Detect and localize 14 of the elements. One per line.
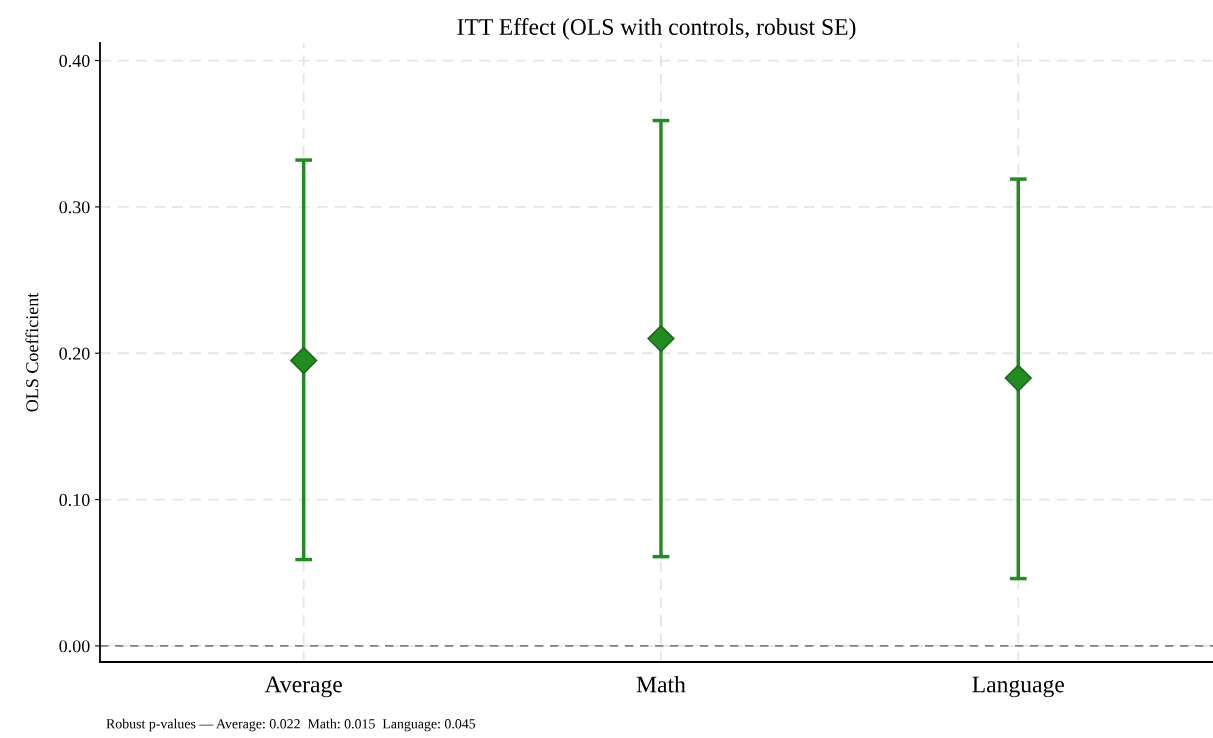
y-tick-label: 0.30	[59, 201, 90, 214]
chart-title: ITT Effect (OLS with controls, robust SE)	[457, 18, 856, 40]
y-tick-label: 0.20	[59, 347, 90, 360]
y-tick-label: 0.40	[59, 54, 90, 68]
y-tick-label: 0.10	[59, 493, 90, 507]
y-axis-title: OLS Coefficient	[25, 292, 39, 412]
y-tick-label: 0.00	[59, 640, 90, 653]
x-tick-label: Math	[636, 675, 686, 693]
point	[647, 324, 675, 353]
x-tick-label: Average	[264, 676, 342, 698]
point	[1004, 364, 1032, 392]
text: Robust p-values — Average: 0.022 Math: 0.015 Language: 0.045	[106, 718, 476, 732]
x-tick-label: Language	[972, 676, 1064, 698]
point	[290, 346, 318, 375]
